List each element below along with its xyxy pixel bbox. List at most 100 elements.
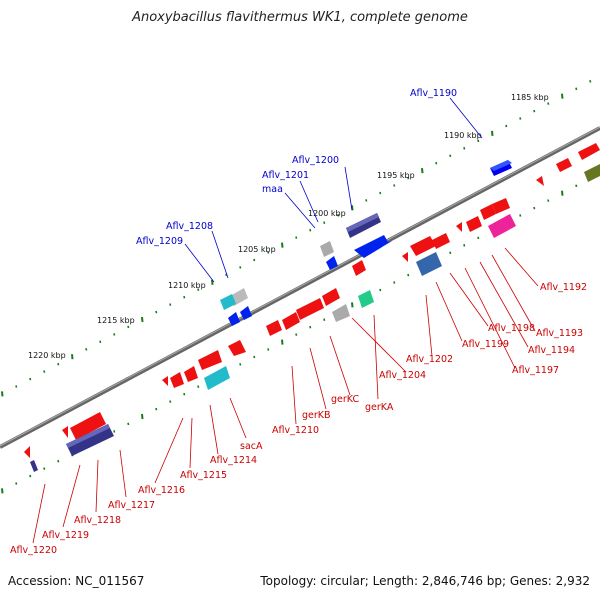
inner-tick xyxy=(309,325,312,329)
label-aflv-1204: Aflv_1204 xyxy=(379,370,426,381)
inner-tick xyxy=(533,206,536,210)
gene-navy-tiny xyxy=(30,460,38,472)
map-title: Anoxybacillus flavithermus WK1, complete… xyxy=(132,10,468,25)
scale-tick xyxy=(281,242,284,248)
leader-aflv-1198 xyxy=(449,272,489,327)
inner-tick xyxy=(281,339,284,345)
label-aflv-1198: Aflv_1198 xyxy=(488,323,535,334)
leader-aflv-1201 xyxy=(299,180,319,223)
leader-lines xyxy=(32,97,539,544)
gene-red-tiny-4 xyxy=(62,426,68,438)
scale-tick xyxy=(575,87,578,91)
scale-tick xyxy=(239,266,242,269)
leader-aflv-1192 xyxy=(504,247,539,287)
leader-aflv-1217 xyxy=(119,449,127,498)
gene-aflv-1199 xyxy=(416,252,442,276)
inner-tick xyxy=(113,430,116,433)
gene-gerkb xyxy=(296,298,324,320)
gene-aflv-1215 xyxy=(204,366,230,390)
leader-aflv-1193 xyxy=(491,254,536,332)
scale-tick xyxy=(449,154,452,158)
leader-aflv-1194 xyxy=(479,261,529,348)
inner-tick xyxy=(197,385,200,388)
scale-tick xyxy=(225,273,228,277)
scale-tick xyxy=(351,205,354,211)
scale-tick xyxy=(127,325,130,329)
scale-label-1215: 1215 kbp xyxy=(97,316,135,325)
label-gerka: gerKA xyxy=(365,402,394,413)
accession-text: Accession: NC_011567 xyxy=(8,574,145,588)
inner-tick xyxy=(295,333,298,336)
scale-tick xyxy=(43,370,46,373)
scale-tick xyxy=(547,102,550,105)
gene-aflv-1209 xyxy=(220,294,236,310)
label-aflv-1194: Aflv_1194 xyxy=(528,345,575,356)
label-aflv-1214: Aflv_1214 xyxy=(210,455,257,466)
scale-tick xyxy=(295,236,298,239)
gene-gerkc xyxy=(322,288,340,306)
genome-backbone-highlight xyxy=(0,126,600,447)
label-aflv-1200: Aflv_1200 xyxy=(292,155,339,166)
scale-tick xyxy=(435,161,438,165)
leader-gerkb xyxy=(309,347,327,410)
scale-tick xyxy=(211,279,214,285)
forward-features xyxy=(220,143,600,326)
inner-tick xyxy=(43,467,46,470)
inner-tick xyxy=(561,190,564,196)
label-gerkb: gerKB xyxy=(302,410,331,421)
label-aflv-1219: Aflv_1219 xyxy=(42,530,89,541)
scale-label-1205: 1205 kbp xyxy=(238,245,276,254)
gene-red-small-4 xyxy=(170,372,184,388)
scale-tick xyxy=(197,288,200,291)
inner-tick xyxy=(127,422,130,426)
gene-red-tiny-3 xyxy=(162,376,168,386)
scale-label-1210: 1210 kbp xyxy=(168,281,206,290)
leader-aflv-1210 xyxy=(291,365,297,425)
gene-red-1210 xyxy=(282,312,300,330)
label-aflv-1210: Aflv_1210 xyxy=(272,425,319,436)
gene-aflv-1214 xyxy=(198,350,222,370)
gene-aflv-1204 xyxy=(332,304,350,322)
gene-red-edge-2 xyxy=(578,143,600,160)
scale-tick xyxy=(309,228,312,232)
gene-red-tiny-edge xyxy=(536,176,544,186)
gene-red-tiny-2 xyxy=(402,252,408,262)
gene-aflv-1190-top xyxy=(490,160,512,171)
leader-gerkc xyxy=(329,335,351,396)
gene-blue-small-1 xyxy=(228,312,240,326)
gene-gerka xyxy=(358,290,374,308)
gene-aflv-1220 xyxy=(24,446,30,458)
inner-tick xyxy=(15,482,18,485)
gene-aflv-1194 xyxy=(492,198,510,214)
gene-aflv-1202 xyxy=(352,260,366,276)
inner-tick xyxy=(1,488,4,494)
gene-maa xyxy=(326,256,338,270)
scale-tick xyxy=(253,258,256,262)
leader-aflv-1209 xyxy=(184,243,215,283)
scale-tick xyxy=(519,117,522,120)
inner-tick xyxy=(169,400,172,403)
scale-tick xyxy=(407,176,410,180)
scale-label-1185: 1185 kbp xyxy=(511,93,549,102)
gene-aflv-1192 xyxy=(488,214,516,238)
scale-tick xyxy=(267,251,270,254)
scale-tick xyxy=(29,377,32,381)
scale-tick xyxy=(1,391,4,397)
leader-aflv-1218 xyxy=(95,459,99,513)
inner-tick xyxy=(267,348,270,351)
scale-tick xyxy=(57,362,60,366)
scale-label-1190: 1190 kbp xyxy=(444,131,482,140)
leader-gerka xyxy=(373,314,379,400)
gene-aflv-1219 xyxy=(66,424,114,456)
scale-tick xyxy=(337,214,340,217)
leader-aflv-1214 xyxy=(209,404,219,455)
inner-tick xyxy=(141,413,144,420)
scale-tick xyxy=(491,130,494,136)
scale-tick xyxy=(379,191,382,195)
scale-tick xyxy=(113,333,116,336)
gene-red-small-3 xyxy=(266,320,282,336)
gene-aflv-1200-top xyxy=(346,213,379,232)
label-aflv-1190: Aflv_1190 xyxy=(410,88,457,99)
leader-aflv-1190 xyxy=(449,97,483,139)
